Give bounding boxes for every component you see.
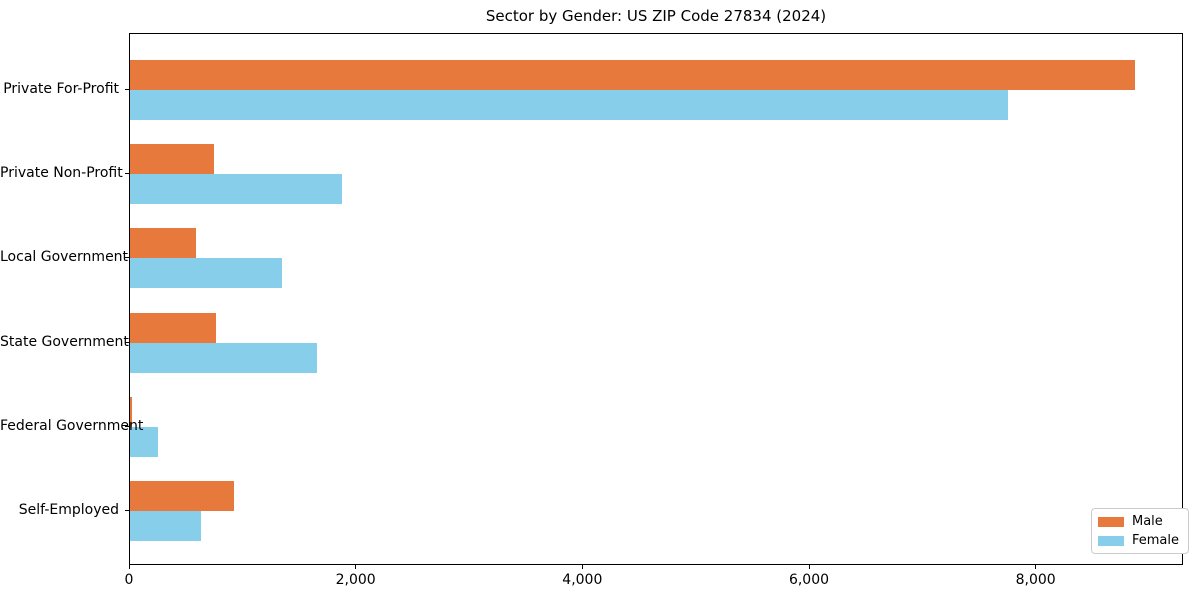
bar-private-non-profit-male: [130, 144, 214, 175]
y-tick-mark: [125, 173, 129, 175]
legend-entry-male: Male: [1098, 514, 1179, 529]
x-tick-label-2-000: 2,000: [335, 572, 376, 588]
y-tick-label-state-government: State Government: [0, 333, 129, 350]
y-tick-label-private-non-profit: Private Non-Profit: [0, 165, 123, 182]
bar-state-government-female: [130, 342, 317, 373]
y-tick-label-self-employed: Self-Employed: [18, 502, 119, 518]
bar-federal-government-female: [130, 426, 158, 457]
legend-entry-female: Female: [1098, 533, 1179, 548]
y-tick-mark: [125, 425, 129, 427]
bar-private-for-profit-female: [130, 90, 1008, 120]
bar-local-government-male: [130, 228, 196, 259]
bar-federal-government-male: [130, 396, 132, 427]
bar-private-for-profit-male: [130, 60, 1135, 90]
x-tick-label-8-000: 8,000: [1015, 572, 1056, 588]
x-tick-label-4-000: 4,000: [562, 572, 603, 588]
plot-area: [129, 33, 1183, 565]
bar-local-government-female: [130, 258, 282, 289]
y-tick-label-private-for-profit: Private For-Profit: [3, 81, 119, 97]
y-tick-label-federal-government: Federal Government: [0, 417, 144, 434]
x-tick-label-0: 0: [124, 572, 134, 588]
bar-private-non-profit-female: [130, 174, 342, 205]
y-tick-mark: [125, 341, 129, 343]
x-tick-mark: [355, 565, 356, 569]
x-tick-mark: [809, 565, 810, 569]
bar-self-employed-male: [130, 481, 234, 511]
legend-swatch-female-icon: [1098, 535, 1124, 546]
y-tick-mark: [125, 510, 129, 511]
legend-label-female: Female: [1132, 533, 1180, 548]
bar-state-government-male: [130, 312, 216, 343]
x-tick-label-6-000: 6,000: [788, 572, 830, 588]
y-tick-mark: [125, 89, 129, 90]
x-tick-mark: [582, 565, 583, 569]
x-tick-mark: [129, 565, 130, 569]
y-tick-mark: [125, 257, 129, 259]
x-tick-mark: [1035, 565, 1036, 569]
y-tick-label-local-government: Local Government: [0, 249, 129, 266]
chart-title: Sector by Gender: US ZIP Code 27834 (202…: [485, 7, 827, 25]
bar-self-employed-female: [130, 511, 201, 541]
legend-label-male: Male: [1132, 514, 1163, 529]
legend-swatch-male-icon: [1098, 516, 1124, 527]
legend: Male Female: [1091, 508, 1190, 554]
